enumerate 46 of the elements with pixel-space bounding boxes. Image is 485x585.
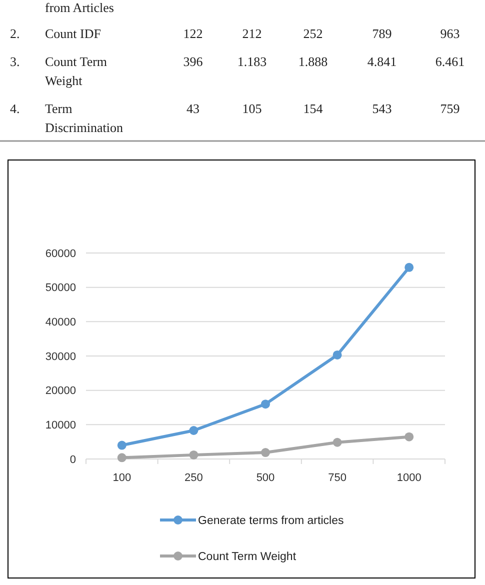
text: 252 (303, 26, 323, 41)
text: 2. (10, 26, 20, 41)
x-tick-label: 500 (256, 472, 275, 484)
legend-label: Count Term Weight (198, 551, 297, 564)
point (117, 440, 126, 450)
text: 105 (242, 101, 262, 116)
text: 43 (186, 101, 200, 116)
point (117, 453, 126, 462)
text: 1.183 (237, 54, 267, 69)
point (404, 262, 414, 272)
text: Count Term Weight (45, 54, 108, 88)
text: 396 (183, 54, 204, 69)
text: Term Discrimination (45, 101, 124, 135)
point (189, 426, 198, 436)
text: 122 (183, 26, 203, 41)
text: 4. (10, 101, 20, 116)
point (332, 350, 342, 360)
text: 789 (372, 26, 392, 41)
text: 3. (10, 54, 20, 69)
y-tick-label: 10000 (45, 420, 76, 432)
text: Count IDF (45, 26, 101, 41)
text: 543 (372, 101, 392, 116)
point (404, 432, 414, 442)
x-tick-label: 750 (328, 472, 346, 484)
text: 1.888 (298, 54, 328, 69)
legend-label: Generate terms from articles (198, 515, 344, 528)
point (332, 438, 342, 447)
y-tick-label: 20000 (45, 385, 76, 398)
y-tick-label: 50000 (45, 282, 76, 294)
x-tick-label: 100 (112, 472, 132, 484)
y-tick-label: 40000 (45, 316, 76, 329)
text: 963 (440, 26, 460, 41)
text: 6.461 (435, 54, 465, 69)
y-tick-label: 30000 (45, 350, 76, 363)
text: from Articles (45, 0, 114, 15)
point (261, 448, 270, 458)
x-tick-label: 1000 (396, 472, 422, 484)
x-tick-label: 250 (184, 472, 203, 484)
text: 759 (440, 101, 460, 116)
point (189, 450, 198, 460)
text: 212 (242, 26, 262, 41)
y-tick-label: 0 (70, 454, 76, 466)
text: 154 (303, 101, 324, 116)
point (261, 400, 270, 409)
y-tick-label: 60000 (45, 248, 76, 260)
text: 4.841 (367, 54, 397, 69)
